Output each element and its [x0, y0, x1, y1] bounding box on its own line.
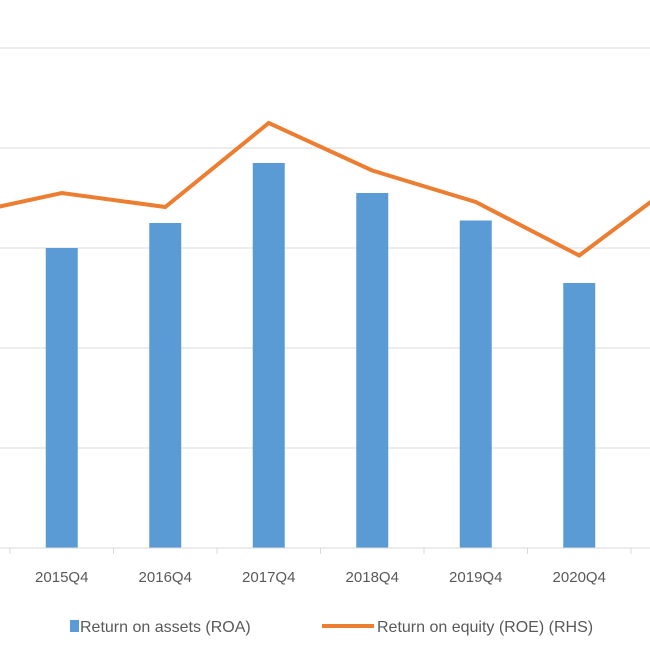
roa-bar: [356, 193, 389, 548]
roa-bar: [459, 220, 492, 548]
x-tick-label: 2020Q4: [553, 569, 606, 586]
legend-swatch-roa: [70, 620, 79, 632]
roa-bar: [252, 163, 285, 548]
x-tick-label: 2016Q4: [139, 569, 192, 586]
legend: Return on assets (ROA) Return on equity …: [70, 619, 593, 636]
x-tick-label: 2015Q4: [35, 569, 88, 586]
x-tick-label: 2017Q4: [242, 569, 295, 586]
legend-label-roa: Return on assets (ROA): [80, 619, 251, 636]
roa-bars: [45, 163, 596, 548]
gridlines: [0, 47, 650, 449]
roa-bar: [45, 248, 78, 548]
roa-bar: [563, 283, 596, 548]
roe-line: [0, 120, 650, 258]
roe-line-group: [0, 120, 650, 258]
x-axis-labels: 2015Q42016Q42017Q42018Q42019Q42020Q42: [35, 569, 606, 586]
x-tick-label: 2018Q4: [346, 569, 399, 586]
x-axis-ticks: [9, 548, 632, 554]
legend-label-roe: Return on equity (ROE) (RHS): [377, 619, 593, 636]
x-tick-label: 2019Q4: [449, 569, 502, 586]
roa-bar: [149, 223, 182, 548]
